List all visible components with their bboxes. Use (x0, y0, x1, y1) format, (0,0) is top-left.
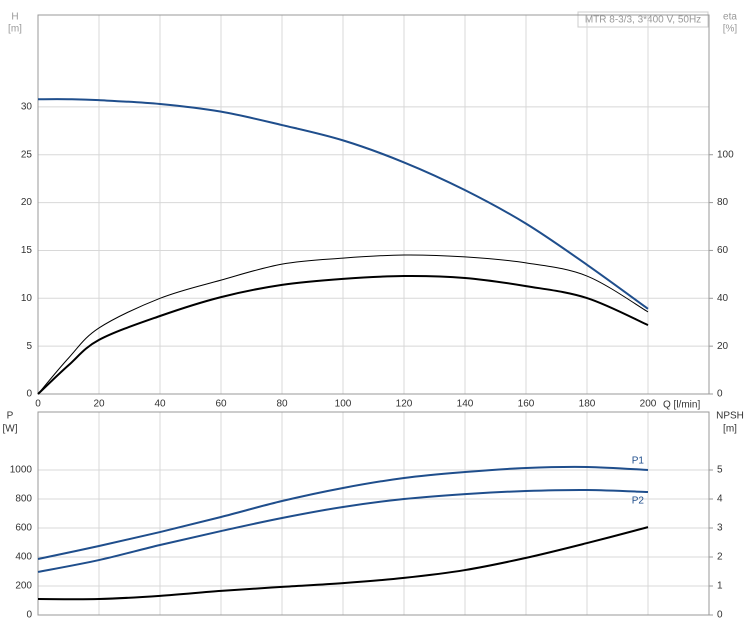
y-tick-label: 200 (15, 581, 32, 592)
y2-unit: [%] (723, 24, 738, 35)
series-line (37, 98, 649, 310)
y2-tick-label: 1 (717, 581, 723, 592)
series-line (37, 526, 649, 601)
x-tick-label: 160 (518, 399, 535, 410)
plot-frame (37, 411, 710, 616)
y2-tick-label: 4 (717, 494, 723, 505)
y2-label: NPSH (716, 411, 744, 422)
y2-tick-label: 5 (717, 465, 723, 476)
plot-frame (37, 14, 710, 395)
x-tick-label: 20 (93, 399, 105, 410)
y2-tick-label: 2 (717, 552, 723, 563)
x-tick-label: 0 (35, 399, 41, 410)
series-line (37, 465, 649, 561)
series-line (37, 488, 649, 573)
y2-tick-label: 3 (717, 523, 723, 534)
y-label: P (7, 411, 14, 422)
y2-label: eta (723, 12, 737, 23)
x-tick-label: 200 (640, 399, 657, 410)
x-tick-label: 80 (276, 399, 288, 410)
y-tick-label: 400 (15, 552, 32, 563)
x-tick-label: 120 (396, 399, 413, 410)
y2-unit: [m] (723, 424, 737, 435)
series-label: P1 (632, 456, 645, 467)
y-tick-label: 0 (26, 610, 32, 621)
y-unit: [W] (3, 424, 18, 435)
y-unit: [m] (8, 24, 22, 35)
y-tick-label: 10 (21, 293, 33, 304)
y-label: H (11, 12, 18, 23)
x-tick-label: 180 (579, 399, 596, 410)
y2-tick-label: 0 (717, 610, 723, 621)
title-box (577, 11, 709, 28)
y2-tick-label: 0 (717, 389, 723, 400)
y2-tick-label: 60 (717, 245, 729, 256)
series-line (37, 275, 649, 395)
chart-title: MTR 8-3/3, 3*400 V, 50Hz (585, 15, 701, 26)
x-label: Q [l/min] (663, 400, 700, 411)
y2-tick-label: 80 (717, 197, 729, 208)
y-tick-label: 30 (21, 102, 33, 113)
y-tick-label: 1000 (10, 465, 33, 476)
x-tick-label: 140 (457, 399, 474, 410)
y-tick-label: 600 (15, 523, 32, 534)
x-tick-label: 100 (335, 399, 352, 410)
x-tick-label: 60 (215, 399, 227, 410)
series-label: P2 (632, 496, 645, 507)
y-tick-label: 20 (21, 197, 33, 208)
series-line (37, 254, 649, 395)
y-tick-label: 15 (21, 245, 33, 256)
x-tick-label: 40 (154, 399, 166, 410)
y2-tick-label: 20 (717, 341, 729, 352)
y2-tick-label: 40 (717, 293, 729, 304)
y-tick-label: 5 (26, 341, 32, 352)
y2-tick-label: 100 (717, 149, 734, 160)
y-tick-label: 800 (15, 494, 32, 505)
y-tick-label: 25 (21, 149, 33, 160)
y-tick-label: 0 (26, 389, 32, 400)
